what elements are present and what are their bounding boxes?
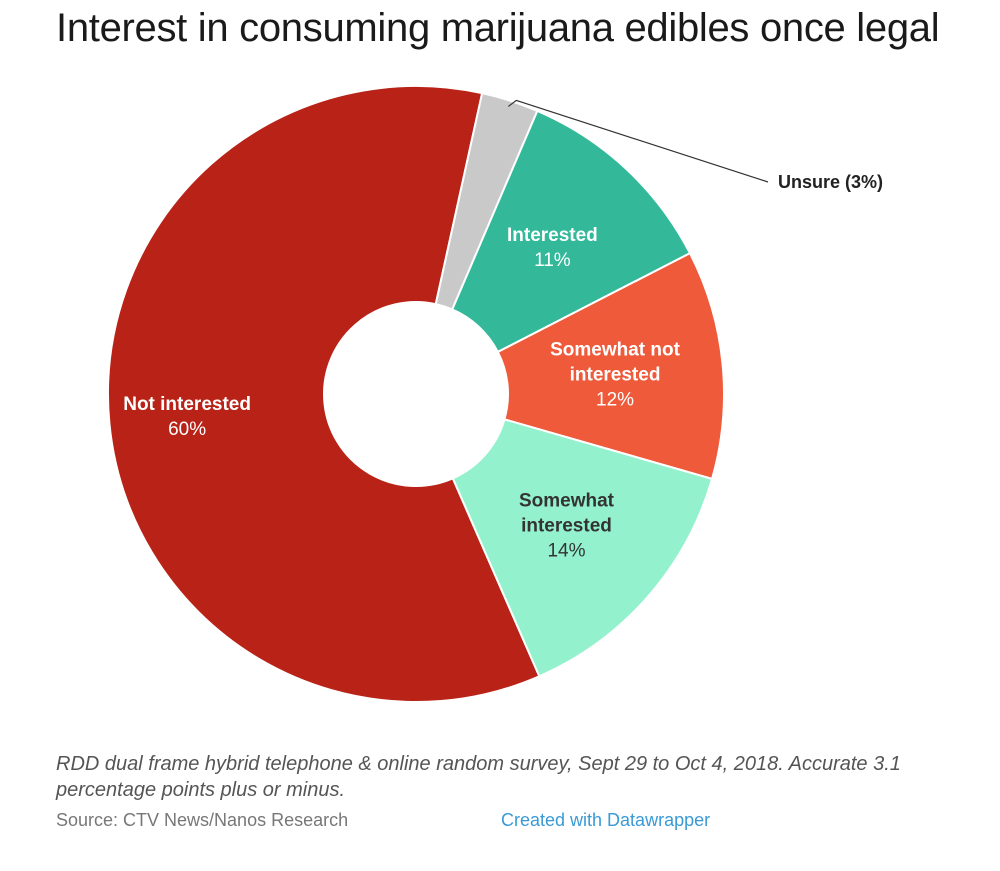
chart-title: Interest in consuming marijuana edibles … <box>56 6 940 50</box>
slice-somewhat-not <box>496 251 725 481</box>
value-label-interested: 11% <box>534 250 571 271</box>
label-interested: Interested <box>507 225 598 246</box>
value-label-not-interested: 60% <box>168 419 206 440</box>
label-not-interested: Not interested <box>123 394 251 415</box>
label-somewhat: Somewhat <box>519 491 615 512</box>
leader-line-unsure-3 <box>507 99 769 183</box>
datawrapper-credit-link[interactable]: Created with Datawrapper <box>501 810 711 830</box>
label-somewhat-not-line2: interested <box>570 364 661 385</box>
label-somewhat-not: Somewhat not <box>550 339 681 360</box>
chart-source: Source: CTV News/Nanos Research <box>56 810 349 830</box>
label-somewhat-line2: interested <box>521 516 612 537</box>
chart-notes: RDD dual frame hybrid telephone & online… <box>56 753 901 801</box>
slice-somewhat <box>451 418 714 678</box>
label-unsure-3: Unsure (3%) <box>778 172 883 192</box>
slice-interested <box>450 109 692 354</box>
value-label-somewhat: 14% <box>547 541 585 562</box>
slice-not-interested <box>107 85 541 703</box>
value-label-somewhat-not: 12% <box>596 389 634 410</box>
